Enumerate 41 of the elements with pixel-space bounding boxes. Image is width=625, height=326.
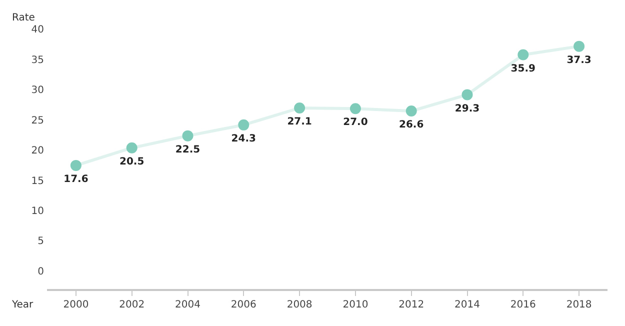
x-tick-label: 2002 <box>119 300 145 311</box>
y-tick-label: 30 <box>31 85 44 96</box>
data-label: 35.9 <box>510 63 536 74</box>
point <box>350 103 361 114</box>
data-label: 27.0 <box>343 117 368 128</box>
x-tick-label: 2018 <box>566 300 592 311</box>
data-label: 22.5 <box>175 144 200 156</box>
point <box>126 142 138 154</box>
data-label: 26.6 <box>399 120 424 131</box>
x-tick-label: 2000 <box>63 300 89 311</box>
y-tick-label: 20 <box>31 146 44 157</box>
data-label: 37.3 <box>566 54 592 66</box>
y-tick-label: 10 <box>31 206 44 217</box>
x-axis-title: Year <box>11 300 34 311</box>
point <box>182 130 194 142</box>
point <box>406 106 417 117</box>
x-tick-label: 2010 <box>342 300 368 311</box>
point <box>294 102 306 114</box>
x-tick-label: 2006 <box>230 300 256 311</box>
y-tick-label: 5 <box>38 236 44 248</box>
point <box>462 89 473 100</box>
data-label: 29.3 <box>454 103 480 114</box>
point <box>70 160 82 171</box>
x-tick-label: 2014 <box>454 300 480 311</box>
y-axis-title: Rate <box>12 12 35 24</box>
y-tick-label: 35 <box>31 54 44 66</box>
y-tick-label: 15 <box>31 176 44 187</box>
data-label: 20.5 <box>120 156 144 168</box>
x-tick-label: 2012 <box>398 300 424 311</box>
y-tick-label: 25 <box>31 115 44 126</box>
y-tick-label: 0 <box>38 266 44 278</box>
data-label: 17.6 <box>64 174 88 186</box>
x-tick-label: 2004 <box>175 300 200 311</box>
point <box>518 49 529 60</box>
x-tick-label: 2016 <box>510 300 536 311</box>
data-label: 27.1 <box>287 116 312 128</box>
y-tick-label: 40 <box>31 24 44 36</box>
data-label: 24.3 <box>231 134 256 145</box>
point <box>238 119 250 130</box>
point <box>574 40 585 52</box>
x-tick-label: 2008 <box>286 300 312 311</box>
